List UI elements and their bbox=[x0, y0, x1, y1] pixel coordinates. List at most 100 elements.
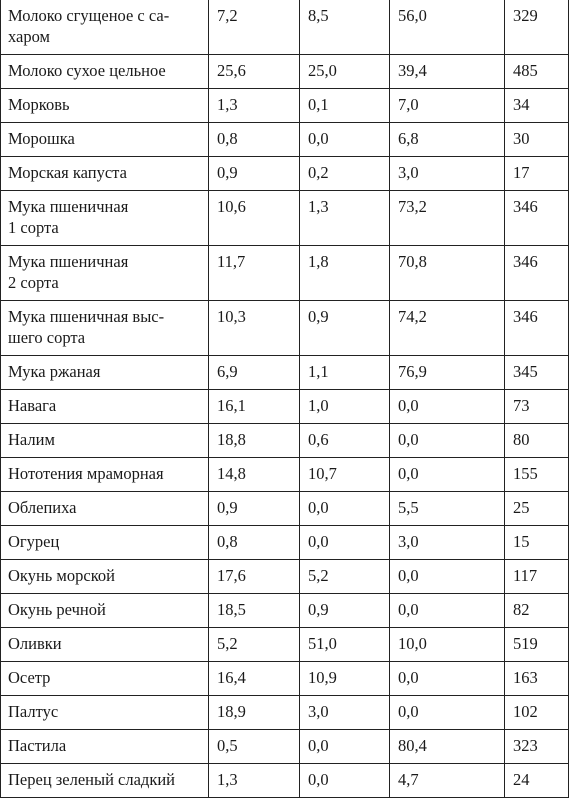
value-cell: 3,0 bbox=[389, 156, 505, 191]
product-name: Мука ржаная bbox=[0, 355, 209, 390]
value-cell: 10,9 bbox=[299, 661, 390, 696]
value-cell: 3,0 bbox=[299, 695, 390, 730]
value-cell: 4,7 bbox=[389, 763, 505, 798]
value-cell: 0,0 bbox=[389, 593, 505, 628]
product-name: Мука пшеничная 1 сорта bbox=[0, 190, 209, 246]
value-cell: 10,7 bbox=[299, 457, 390, 492]
value-cell: 0,5 bbox=[208, 729, 300, 764]
value-cell: 15 bbox=[504, 525, 569, 560]
product-name: Окунь речной bbox=[0, 593, 209, 628]
value-cell: 6,9 bbox=[208, 355, 300, 390]
product-name: Морошка bbox=[0, 122, 209, 157]
value-cell: 0,6 bbox=[299, 423, 390, 458]
product-name: Молоко сухое цельное bbox=[0, 54, 209, 89]
value-cell: 30 bbox=[504, 122, 569, 157]
value-cell: 0,0 bbox=[299, 729, 390, 764]
value-cell: 1,3 bbox=[208, 763, 300, 798]
product-name: Осетр bbox=[0, 661, 209, 696]
table-row: Окунь речной 18,5 0,9 0,0 82 bbox=[0, 593, 569, 628]
value-cell: 102 bbox=[504, 695, 569, 730]
value-cell: 25,0 bbox=[299, 54, 390, 89]
value-cell: 0,8 bbox=[208, 122, 300, 157]
table-row: Навага 16,1 1,0 0,0 73 bbox=[0, 389, 569, 424]
value-cell: 485 bbox=[504, 54, 569, 89]
value-cell: 0,0 bbox=[389, 695, 505, 730]
table-row: Морошка 0,8 0,0 6,8 30 bbox=[0, 122, 569, 157]
value-cell: 1,3 bbox=[208, 88, 300, 123]
value-cell: 18,5 bbox=[208, 593, 300, 628]
value-cell: 0,9 bbox=[208, 491, 300, 526]
value-cell: 163 bbox=[504, 661, 569, 696]
table-row: Молоко сухое цельное 25,6 25,0 39,4 485 bbox=[0, 54, 569, 89]
value-cell: 17 bbox=[504, 156, 569, 191]
table-row: Осетр 16,4 10,9 0,0 163 bbox=[0, 661, 569, 696]
table-row: Огурец 0,8 0,0 3,0 15 bbox=[0, 525, 569, 560]
value-cell: 73 bbox=[504, 389, 569, 424]
value-cell: 345 bbox=[504, 355, 569, 390]
value-cell: 11,7 bbox=[208, 245, 300, 301]
value-cell: 8,5 bbox=[299, 0, 390, 55]
value-cell: 117 bbox=[504, 559, 569, 594]
value-cell: 10,0 bbox=[389, 627, 505, 662]
value-cell: 0,9 bbox=[299, 593, 390, 628]
table-row: Окунь морской 17,6 5,2 0,0 117 bbox=[0, 559, 569, 594]
product-name: Налим bbox=[0, 423, 209, 458]
product-name: Мука пшеничная выс- шего сорта bbox=[0, 300, 209, 356]
value-cell: 0,9 bbox=[208, 156, 300, 191]
value-cell: 6,8 bbox=[389, 122, 505, 157]
value-cell: 346 bbox=[504, 190, 569, 246]
value-cell: 39,4 bbox=[389, 54, 505, 89]
value-cell: 76,9 bbox=[389, 355, 505, 390]
value-cell: 0,0 bbox=[389, 389, 505, 424]
value-cell: 1,1 bbox=[299, 355, 390, 390]
table-row: Молоко сгущеное с са- харом 7,2 8,5 56,0 329 bbox=[0, 0, 569, 55]
value-cell: 82 bbox=[504, 593, 569, 628]
value-cell: 80,4 bbox=[389, 729, 505, 764]
value-cell: 0,0 bbox=[299, 525, 390, 560]
value-cell: 0,9 bbox=[299, 300, 390, 356]
value-cell: 10,6 bbox=[208, 190, 300, 246]
value-cell: 18,9 bbox=[208, 695, 300, 730]
value-cell: 5,2 bbox=[208, 627, 300, 662]
value-cell: 80 bbox=[504, 423, 569, 458]
product-name: Палтус bbox=[0, 695, 209, 730]
value-cell: 0,0 bbox=[389, 559, 505, 594]
value-cell: 1,8 bbox=[299, 245, 390, 301]
table-row: Оливки 5,2 51,0 10,0 519 bbox=[0, 627, 569, 662]
product-name: Навага bbox=[0, 389, 209, 424]
value-cell: 16,1 bbox=[208, 389, 300, 424]
value-cell: 51,0 bbox=[299, 627, 390, 662]
table-row: Мука пшеничная выс- шего сорта 10,3 0,9 74,… bbox=[0, 300, 569, 356]
table-row: Облепиха 0,9 0,0 5,5 25 bbox=[0, 491, 569, 526]
value-cell: 14,8 bbox=[208, 457, 300, 492]
value-cell: 323 bbox=[504, 729, 569, 764]
table-row: Морковь 1,3 0,1 7,0 34 bbox=[0, 88, 569, 123]
product-name: Оливки bbox=[0, 627, 209, 662]
product-name: Перец зеленый сладкий bbox=[0, 763, 209, 798]
value-cell: 346 bbox=[504, 300, 569, 356]
value-cell: 0,8 bbox=[208, 525, 300, 560]
table-row: Пастила 0,5 0,0 80,4 323 bbox=[0, 729, 569, 764]
value-cell: 34 bbox=[504, 88, 569, 123]
value-cell: 5,2 bbox=[299, 559, 390, 594]
table-row: Мука пшеничная 2 сорта 11,7 1,8 70,8 346 bbox=[0, 245, 569, 301]
value-cell: 3,0 bbox=[389, 525, 505, 560]
value-cell: 519 bbox=[504, 627, 569, 662]
value-cell: 155 bbox=[504, 457, 569, 492]
value-cell: 346 bbox=[504, 245, 569, 301]
value-cell: 7,2 bbox=[208, 0, 300, 55]
value-cell: 0,2 bbox=[299, 156, 390, 191]
value-cell: 17,6 bbox=[208, 559, 300, 594]
table-row: Перец зеленый сладкий 1,3 0,0 4,7 24 bbox=[0, 763, 569, 798]
value-cell: 24 bbox=[504, 763, 569, 798]
value-cell: 25 bbox=[504, 491, 569, 526]
product-name: Окунь морской bbox=[0, 559, 209, 594]
value-cell: 10,3 bbox=[208, 300, 300, 356]
value-cell: 0,0 bbox=[389, 423, 505, 458]
value-cell: 73,2 bbox=[389, 190, 505, 246]
product-name: Огурец bbox=[0, 525, 209, 560]
value-cell: 329 bbox=[504, 0, 569, 55]
product-name: Молоко сгущеное с са- харом bbox=[0, 0, 209, 55]
product-name: Мука пшеничная 2 сорта bbox=[0, 245, 209, 301]
